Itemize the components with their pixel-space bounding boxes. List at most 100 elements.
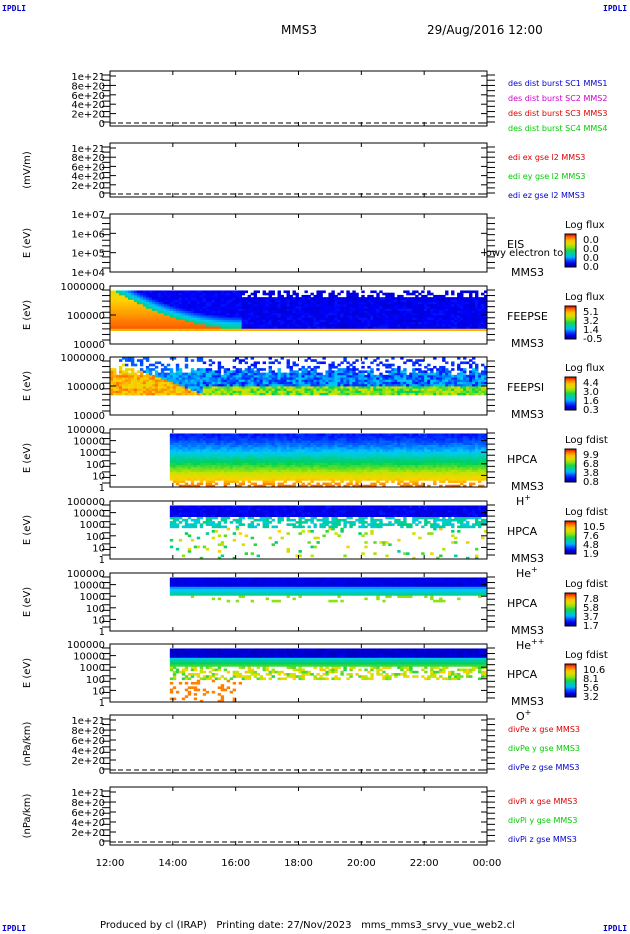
spectrogram-cell [439, 303, 443, 307]
spectrogram-cell [226, 449, 231, 452]
spectrogram-cell [424, 386, 428, 389]
spectrogram-cell [208, 303, 213, 307]
spectrogram-cell [157, 379, 162, 382]
spectrogram-cell [364, 323, 368, 327]
spectrogram-cell [403, 326, 407, 329]
spectrogram-cell [259, 473, 263, 477]
spectrogram-cell [412, 308, 416, 311]
spectrogram-cell [226, 383, 231, 387]
spectrogram-cell [127, 312, 132, 316]
spectrogram-cell [295, 308, 299, 311]
spectrogram-cell [190, 437, 195, 441]
spectrogram-cell [148, 294, 153, 298]
spectrogram-cell [154, 323, 159, 327]
spectrogram-cell [214, 292, 219, 296]
spectrogram-cell [442, 365, 446, 369]
spectrogram-cell [481, 381, 485, 385]
spectrogram-cell [166, 388, 171, 391]
spectrogram-cell [238, 449, 243, 452]
spectrogram-cell [244, 301, 249, 305]
spectrogram-cell [361, 365, 365, 369]
spectrogram-cell [193, 475, 198, 479]
spectrogram-cell [376, 388, 380, 391]
spectrogram-cell [295, 392, 299, 396]
spectrogram-cell [217, 386, 222, 389]
spectrogram-cell [187, 466, 192, 470]
spectrogram-cell [256, 303, 260, 307]
spectrogram-cell [418, 321, 422, 325]
spectrogram-cell [205, 370, 210, 374]
spectrogram-cell [379, 328, 383, 332]
spectrogram-cell [442, 319, 446, 323]
spectrogram-cell [163, 381, 168, 385]
spectrogram-cell [334, 299, 338, 303]
colorbar-tick-label: 0.0 [583, 262, 599, 273]
spectrogram-cell [370, 386, 374, 389]
spectrogram-cell [124, 312, 129, 316]
spectrogram-cell [130, 374, 135, 378]
spectrogram-cell [292, 473, 296, 477]
spectrogram-cell [241, 437, 246, 441]
spectrogram-cell [367, 321, 371, 325]
spectrogram-cell [184, 453, 189, 457]
spectrogram-cell [223, 328, 228, 332]
spectrogram-cell [274, 301, 278, 305]
spectrogram-cell [112, 294, 117, 298]
spectrogram-cell [412, 386, 416, 389]
spectrogram-cell [292, 301, 296, 305]
spectrogram-cell [451, 390, 455, 394]
spectrogram-cell [157, 323, 162, 327]
spectrogram-cell [334, 303, 338, 307]
spectrogram-cell [430, 372, 434, 376]
spectrogram-cell [214, 310, 219, 314]
spectrogram-cell [208, 323, 213, 327]
spectrogram-cell [139, 386, 144, 389]
spectrogram-cell [343, 359, 347, 362]
legend-entry: des dist burst SC2 MMS2 [508, 94, 607, 103]
spectrogram-cell [211, 317, 216, 320]
spectrogram-cell [286, 390, 290, 394]
spectrogram-cell [286, 460, 290, 463]
spectrogram-cell [211, 372, 216, 376]
spectrogram-cell [463, 368, 467, 371]
spectrogram-cell [409, 312, 413, 316]
spectrogram-cell [148, 310, 153, 314]
spectrogram-cell [181, 451, 186, 454]
spectrogram-cell [133, 292, 138, 296]
spectrogram-cell [196, 390, 201, 394]
spectrogram-cell [208, 372, 213, 376]
spectrogram-cell [181, 466, 186, 470]
spectrogram-cell [253, 446, 258, 450]
spectrogram-cell [190, 326, 195, 329]
spectrogram-cell [250, 368, 255, 371]
spectrogram-cell [328, 363, 332, 367]
spectrogram-cell [253, 312, 258, 316]
spectrogram-cell [394, 388, 398, 391]
spectrogram-cell [271, 292, 275, 296]
spectrogram-cell [331, 381, 335, 385]
spectrogram-cell [229, 297, 234, 300]
spectrogram-cell [157, 372, 162, 376]
spectrogram-cell [259, 308, 263, 311]
spectrogram-cell [190, 469, 195, 472]
spectrogram-cell [241, 390, 246, 394]
spectrogram-cell [193, 374, 198, 378]
spectrogram-cell [199, 437, 204, 441]
spectrogram-cell [451, 392, 455, 396]
spectrogram-cell [208, 370, 213, 374]
spectrogram-cell [175, 473, 180, 477]
instrument-label: FEEPSE [507, 310, 548, 323]
spectrogram-cell [175, 453, 180, 457]
spectrogram-cell [349, 310, 353, 314]
spectrogram-cell [397, 312, 401, 316]
spectrogram-cell [418, 326, 422, 329]
spectrogram-cell [220, 388, 225, 391]
spectrogram-cell [454, 308, 458, 311]
spectrogram-cell [247, 462, 252, 466]
spectrogram-cell [445, 323, 449, 327]
spectrogram-cell [280, 321, 284, 325]
spectrogram-cell [220, 374, 225, 378]
spectrogram-cell [226, 458, 231, 461]
spectrogram-cell [466, 388, 470, 391]
spectrogram-cell [133, 308, 138, 311]
